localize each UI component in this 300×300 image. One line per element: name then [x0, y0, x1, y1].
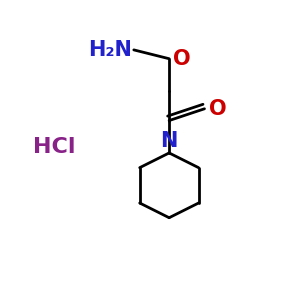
Text: N: N [160, 130, 178, 151]
Text: O: O [208, 99, 226, 119]
Text: H₂N: H₂N [88, 40, 132, 60]
Text: HCl: HCl [33, 137, 76, 157]
Text: O: O [173, 49, 190, 69]
